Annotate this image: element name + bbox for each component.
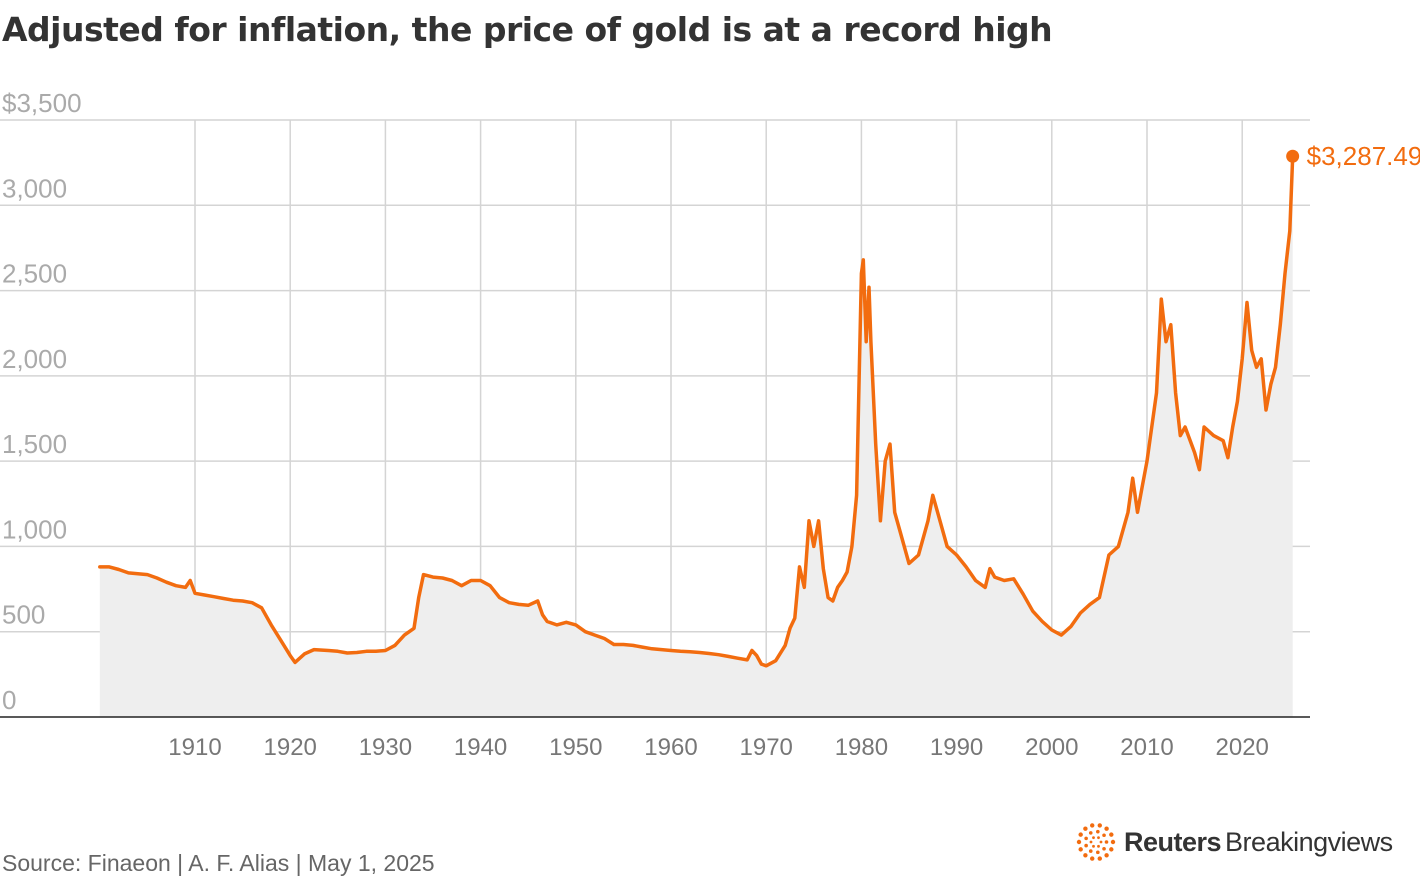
series-area-0 <box>99 156 1293 717</box>
logo-dot <box>1096 850 1100 855</box>
x-tick-label-1910: 1910 <box>168 734 221 761</box>
x-tick-label-1920: 1920 <box>264 734 317 761</box>
y-tick-label-3500: $3,500 <box>2 88 82 118</box>
x-tick-label-1970: 1970 <box>740 734 793 761</box>
logo-dot <box>1083 853 1088 858</box>
y-tick-label-1500: 1,500 <box>2 429 67 459</box>
x-tick-label-1960: 1960 <box>644 734 697 761</box>
logo-dot <box>1097 836 1100 840</box>
brand-logo: Reuters Breakingviews <box>1076 822 1393 862</box>
logo-dot <box>1104 826 1109 831</box>
reuters-logo-icon <box>1076 823 1116 861</box>
x-tick-labels: 1910 1920 1930 1940 1950 1960 1970 1980 1990 2000… <box>168 734 1269 761</box>
x-tick-label-2000: 2000 <box>1025 734 1078 761</box>
logo-dot <box>1097 856 1102 861</box>
x-tick-label-1940: 1940 <box>454 734 507 761</box>
logo-dot <box>1090 823 1095 828</box>
logo-dot <box>1104 853 1109 858</box>
logo-dot <box>1097 823 1102 828</box>
logo-dot <box>1097 844 1100 848</box>
series-line-0 <box>98 154 1295 668</box>
logo-dot <box>1099 840 1103 844</box>
series-lines <box>98 154 1295 668</box>
logo-dot <box>1090 856 1095 861</box>
y-tick-labels: 0 500 1,000 1,500 2,000 2,500 3,000 $3,500 <box>2 88 82 715</box>
y-tick-label-2500: 2,500 <box>2 259 67 289</box>
logo-dot <box>1084 843 1088 848</box>
logo-dot <box>1104 840 1109 844</box>
logo-dot <box>1083 826 1088 831</box>
chart-title: Adjusted for inflation, the price of gol… <box>2 10 1053 49</box>
logo-dot <box>1088 831 1093 835</box>
logo-dot <box>1089 840 1093 844</box>
brand-subtitle: Breakingviews <box>1225 826 1393 857</box>
logo-dot <box>1110 839 1116 845</box>
x-tick-label-2020: 2020 <box>1216 734 1269 761</box>
x-tick-label-1930: 1930 <box>359 734 412 761</box>
logo-dot <box>1102 833 1106 838</box>
x-tick-label-1980: 1980 <box>835 734 888 761</box>
logo-dot <box>1078 847 1083 852</box>
x-tick-label-1950: 1950 <box>549 734 602 761</box>
source-note: Source: Finaeon | A. F. Alias | May 1, 2… <box>2 850 435 876</box>
callout-marker-0 <box>1286 149 1300 163</box>
logo-dot <box>1109 832 1114 837</box>
logo-dot <box>1096 829 1100 834</box>
logo-dot <box>1092 844 1095 848</box>
logo-dot <box>1088 849 1093 853</box>
x-tick-label-2010: 2010 <box>1120 734 1173 761</box>
logo-dot <box>1109 847 1114 852</box>
logo-dot <box>1102 846 1106 851</box>
logo-dot <box>1078 832 1083 837</box>
y-tick-label-3000: 3,000 <box>2 173 67 203</box>
callout-label-0: $3,287.49 <box>1307 141 1420 171</box>
area-fill <box>99 156 1293 717</box>
logo-dot <box>1076 839 1082 845</box>
brand-name: Reuters <box>1124 826 1222 857</box>
y-tick-label-500: 500 <box>2 600 45 630</box>
logo-dot <box>1092 836 1095 840</box>
x-tick-label-1990: 1990 <box>930 734 983 761</box>
y-tick-label-1000: 1,000 <box>2 514 67 544</box>
y-tick-label-2000: 2,000 <box>2 344 67 374</box>
y-tick-label-0: 0 <box>2 685 16 715</box>
logo-dot <box>1084 836 1088 841</box>
annotations: $3,287.49 <box>1286 141 1420 171</box>
